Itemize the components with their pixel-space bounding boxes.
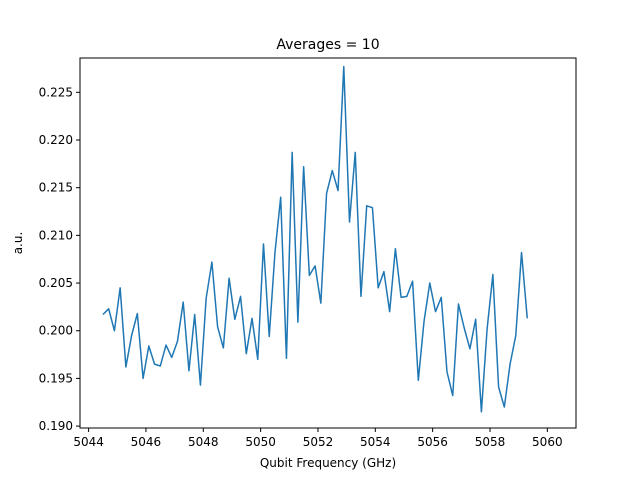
x-tick-label: 5044 [73,435,104,449]
x-tick-label: 5054 [360,435,391,449]
y-tick-label: 0.190 [39,419,73,433]
x-axis-ticks: 5044 5046 5048 5050 5052 5054 5056 5058 5060 [73,428,563,449]
y-tick-label: 0.225 [39,85,73,99]
x-tick-label: 5048 [188,435,219,449]
axes-frame [79,57,577,429]
chart-title: Averages = 10 [276,37,379,53]
x-axis-label: Qubit Frequency (GHz) [260,456,396,470]
y-axis-ticks: 0.190 0.195 0.200 0.205 0.210 0.215 0.220 0.225 [39,85,80,433]
series-line-0 [102,65,529,413]
x-tick-label: 5050 [245,435,276,449]
x-tick-label: 5052 [303,435,334,449]
x-tick-label: 5058 [475,435,506,449]
x-tick-label: 5046 [131,435,162,449]
x-tick-label: 5056 [417,435,448,449]
y-tick-label: 0.215 [39,181,73,195]
y-tick-label: 0.220 [39,133,73,147]
y-tick-label: 0.200 [39,324,73,338]
y-tick-label: 0.205 [39,276,73,290]
plot-area [102,65,529,413]
y-tick-label: 0.210 [39,228,73,242]
x-tick-label: 5060 [532,435,563,449]
y-axis-label: a.u. [11,232,25,255]
y-tick-label: 0.195 [39,371,73,385]
